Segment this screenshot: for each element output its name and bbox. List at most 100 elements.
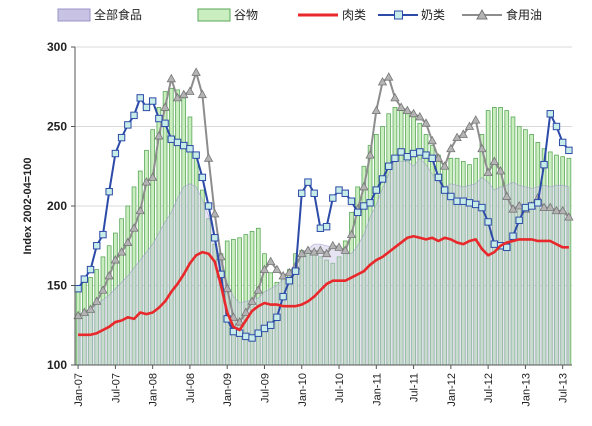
dairy-marker xyxy=(428,154,436,163)
x-tick-label: Jul-12 xyxy=(483,373,495,403)
oil-marker xyxy=(141,177,152,186)
oil-marker xyxy=(402,105,413,114)
oil-marker xyxy=(234,317,245,326)
oil-marker xyxy=(421,118,431,127)
dairy-marker xyxy=(99,230,107,239)
oil-marker xyxy=(92,296,102,305)
dairy-marker xyxy=(322,222,331,231)
oil-marker xyxy=(247,296,257,305)
dairy-marker xyxy=(403,153,412,161)
dairy-marker xyxy=(378,175,387,183)
oil-marker xyxy=(228,312,239,321)
oil-marker xyxy=(334,242,344,251)
oil-marker xyxy=(340,245,350,254)
dairy-marker xyxy=(490,240,499,248)
oil-marker xyxy=(446,143,456,153)
oil-marker xyxy=(359,181,369,191)
legend-swatch-cereals xyxy=(197,8,231,22)
oil-marker xyxy=(514,200,524,210)
dairy-marker xyxy=(472,200,480,209)
series-line xyxy=(78,234,569,337)
x-tick-label: Jan-13 xyxy=(520,373,532,407)
y-tick-label: 300 xyxy=(47,40,67,54)
dairy-marker xyxy=(440,186,449,194)
dairy-marker xyxy=(465,199,474,207)
dairy-marker xyxy=(136,94,144,102)
dairy-marker xyxy=(148,97,157,105)
oil-marker xyxy=(415,111,425,121)
dairy-marker xyxy=(173,138,182,147)
oil-marker xyxy=(110,255,121,264)
dairy-marker xyxy=(310,189,318,197)
x-tick-label: Jul-07 xyxy=(110,373,122,403)
dairy-marker xyxy=(353,208,362,217)
oil-marker xyxy=(495,165,506,175)
dairy-marker xyxy=(416,148,424,156)
legend-label-all-food: 全部食品 xyxy=(94,7,142,22)
x-tick-label: Jul-10 xyxy=(334,373,346,403)
dairy-marker xyxy=(167,135,175,143)
oil-marker xyxy=(266,256,276,266)
oil-marker xyxy=(427,135,437,145)
oil-marker xyxy=(439,161,450,170)
dairy-marker xyxy=(360,202,368,210)
dairy-marker xyxy=(391,154,399,163)
dairy-marker xyxy=(316,224,325,232)
dairy-marker xyxy=(372,186,381,194)
x-tick-label: Jul-11 xyxy=(409,373,421,402)
dairy-marker xyxy=(329,194,337,202)
y-tick-label: 100 xyxy=(47,358,67,372)
dairy-marker xyxy=(291,267,300,275)
oil-marker xyxy=(390,92,400,102)
dairy-marker xyxy=(347,197,356,205)
dairy-marker xyxy=(534,199,542,207)
oil-marker xyxy=(558,205,568,215)
oil-marker xyxy=(489,156,500,165)
dairy-marker xyxy=(521,203,530,212)
dairy-marker xyxy=(161,119,169,128)
oil-marker xyxy=(272,264,282,274)
oil-marker xyxy=(433,153,444,162)
oil-marker xyxy=(222,283,232,293)
oil-marker xyxy=(384,72,394,81)
dairy-marker xyxy=(260,324,269,333)
dairy-marker xyxy=(130,111,138,120)
oil-marker xyxy=(135,205,145,215)
y-tick-label: 150 xyxy=(47,279,67,293)
dairy-marker xyxy=(366,199,374,207)
oil-marker xyxy=(321,248,332,258)
x-tick-label: Jul-13 xyxy=(558,373,570,403)
dairy-marker xyxy=(254,329,262,337)
oil-marker xyxy=(98,285,108,294)
dairy-marker xyxy=(105,187,113,196)
dairy-marker xyxy=(478,203,486,212)
oil-marker xyxy=(259,264,270,274)
dairy-marker xyxy=(540,160,548,169)
dairy-marker xyxy=(484,218,492,226)
dairy-marker xyxy=(341,189,349,197)
dairy-marker xyxy=(211,234,219,242)
x-tick-label: Jan-08 xyxy=(148,373,160,407)
dairy-marker xyxy=(198,173,207,182)
area-group xyxy=(77,157,570,366)
oil-marker xyxy=(545,202,555,211)
dairy-marker xyxy=(546,110,554,118)
x-tick-label: Jan-12 xyxy=(446,373,458,407)
dairy-marker xyxy=(558,138,567,147)
dairy-marker xyxy=(186,145,194,153)
oil-marker xyxy=(284,267,295,277)
oil-marker xyxy=(241,307,251,316)
x-tick-label: Jul-09 xyxy=(259,373,271,403)
dairy-marker xyxy=(192,151,200,159)
dairy-marker xyxy=(111,149,120,158)
oil-marker xyxy=(564,212,574,221)
dairy-marker xyxy=(204,202,213,210)
dairy-marker xyxy=(447,192,455,201)
oil-marker xyxy=(551,205,562,215)
dairy-marker xyxy=(503,243,511,252)
oil-marker xyxy=(408,108,419,118)
dairy-marker xyxy=(86,265,95,274)
oil-marker xyxy=(502,191,512,200)
oil-marker xyxy=(477,143,487,153)
